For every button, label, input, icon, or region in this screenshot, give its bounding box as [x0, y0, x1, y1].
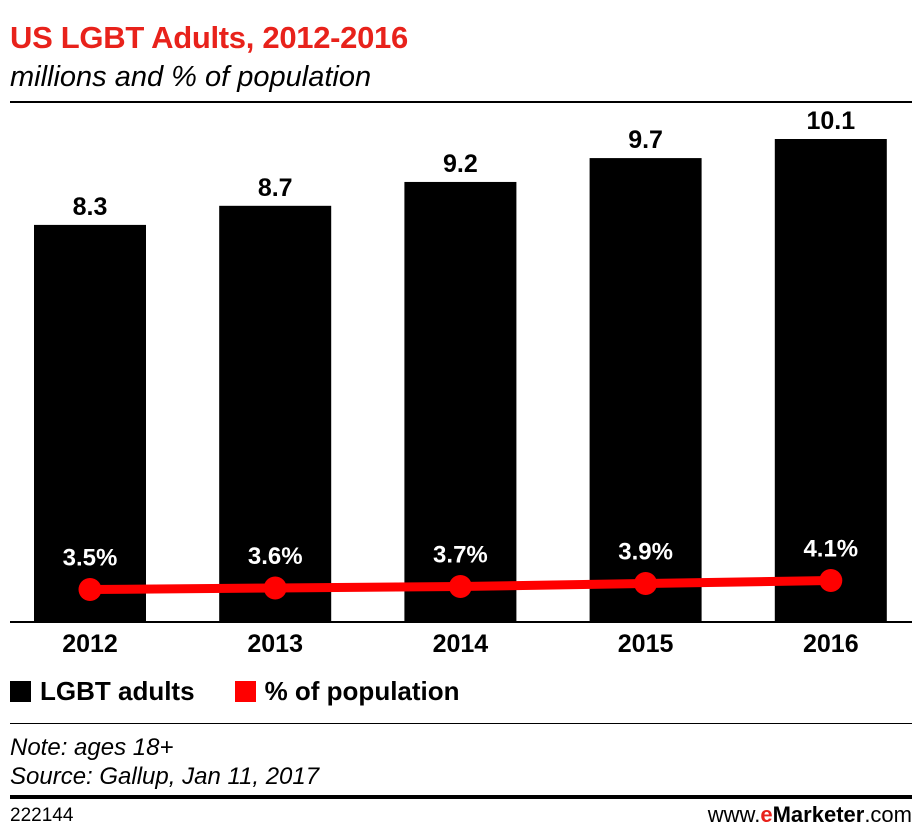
legend-swatch-pct-population: [234, 680, 256, 702]
pct-label-2013: 3.6%: [248, 543, 303, 570]
brand-suffix: .com: [864, 802, 912, 827]
pct-label-2016: 4.1%: [803, 536, 858, 563]
chart-notes: Note: ages 18+ Source: Gallup, Jan 11, 2…: [10, 733, 319, 791]
chart-legend: LGBT adults % of population: [10, 674, 500, 708]
source-text: Source: Gallup, Jan 11, 2017: [10, 763, 320, 790]
brand-url[interactable]: www.eMarketer.com: [708, 802, 912, 828]
x-tick-label-2012: 2012: [62, 630, 118, 658]
pct-point-2014: [448, 575, 472, 598]
pct-point-2013: [263, 576, 287, 600]
bar-value-label-2015: 9.7: [628, 126, 663, 154]
pct-point-2012: [78, 578, 102, 601]
chart-subtitle: millions and % of population: [10, 61, 372, 93]
brand-prefix: www.: [707, 802, 761, 827]
chart-plot-area: 8.3 2012 8.7 2013 9.2 2014 9.7 2015 10.1 2016 3.5%…: [10, 107, 912, 658]
bar-value-label-2016: 10.1: [806, 107, 855, 135]
top-rule: [10, 101, 912, 103]
pct-point-2016: [819, 569, 843, 592]
bar-2012: [34, 224, 146, 621]
pct-label-2015: 3.9%: [618, 539, 673, 566]
pct-label-2012: 3.5%: [63, 545, 118, 572]
bottom-rule: [10, 795, 912, 799]
bar-value-label-2013: 8.7: [258, 174, 293, 202]
bar-2016: [774, 139, 887, 621]
chart-id: 222144: [10, 805, 74, 826]
brand-name: Marketer: [772, 802, 865, 827]
bar-2013: [219, 205, 332, 621]
bar-2015: [589, 158, 702, 621]
x-tick-label-2013: 2013: [247, 630, 303, 658]
x-tick-label-2016: 2016: [803, 630, 859, 658]
bar-value-label-2012: 8.3: [73, 193, 108, 221]
brand-e: e: [760, 802, 773, 827]
legend-label-lgbt-adults: LGBT adults: [40, 675, 195, 706]
legend-label-pct-population: % of population: [264, 675, 460, 706]
legend-item-pct-population: % of population: [234, 675, 460, 707]
x-tick-label-2015: 2015: [618, 630, 674, 658]
note-text: Note: ages 18+: [10, 734, 174, 761]
chart-title: US LGBT Adults, 2012-2016: [10, 20, 408, 55]
pct-point-2015: [634, 572, 658, 595]
bar-value-label-2014: 9.2: [443, 150, 478, 178]
pct-label-2014: 3.7%: [433, 542, 488, 569]
x-tick-label-2014: 2014: [433, 630, 489, 658]
legend-item-lgbt-adults: LGBT adults: [10, 676, 195, 707]
legend-swatch-lgbt-adults: [10, 680, 31, 702]
legend-rule: [10, 723, 912, 724]
bar-2014: [404, 181, 517, 621]
